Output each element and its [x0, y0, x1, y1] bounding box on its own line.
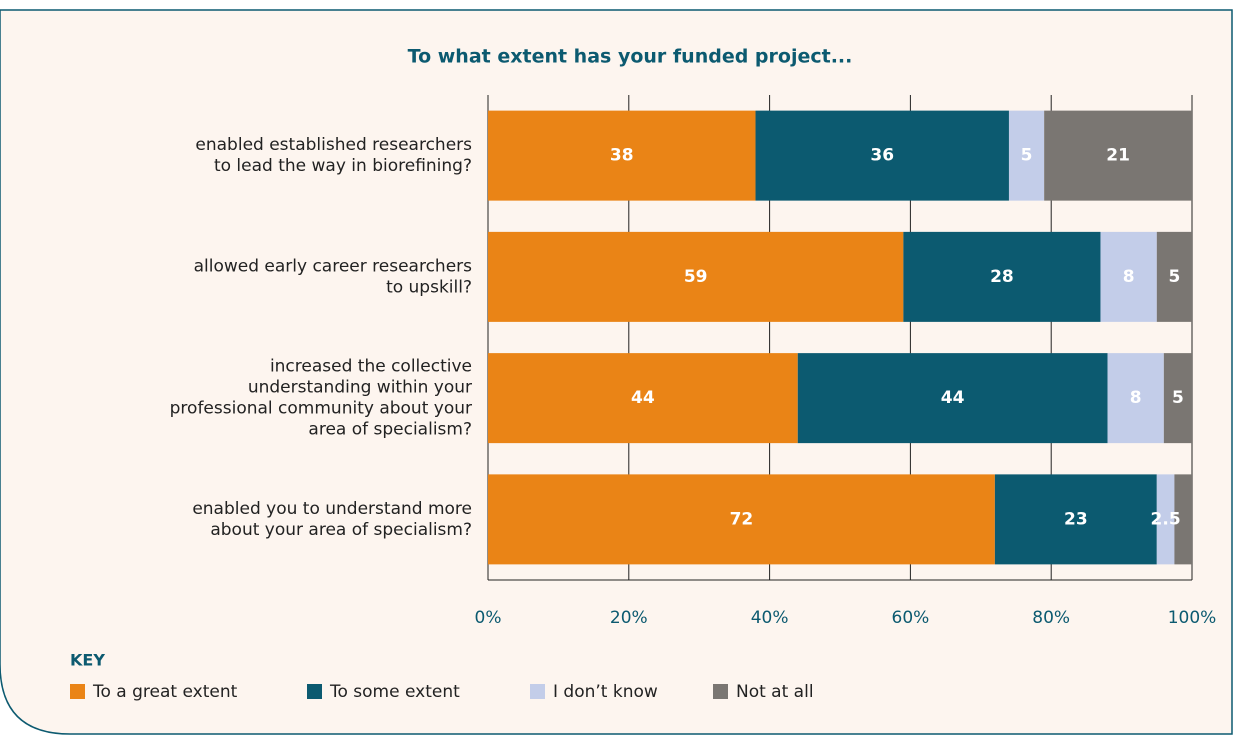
bar-segment	[488, 474, 995, 565]
value-label: 28	[990, 267, 1014, 287]
legend-swatch	[713, 684, 728, 699]
category-label: enabled you to understand more	[192, 499, 472, 519]
bar-segment	[1174, 474, 1192, 565]
bar-segment	[488, 353, 798, 444]
legend-swatch	[530, 684, 545, 699]
bar-segment	[1008, 110, 1045, 201]
category-label: allowed early career researchers	[194, 256, 473, 276]
legend-label: Not at all	[736, 682, 814, 702]
bar-segment	[1163, 353, 1192, 444]
value-label: 23	[1064, 509, 1088, 529]
value-label: 8	[1123, 267, 1135, 287]
bar-segment	[1044, 110, 1192, 201]
bar-segment	[903, 231, 1101, 322]
category-label: to lead the way in biorefining?	[214, 156, 472, 176]
chart-title: To what extent has your funded project..…	[408, 46, 853, 68]
legend-label: To some extent	[329, 682, 460, 702]
bar-segment	[1156, 231, 1192, 322]
bars	[488, 110, 1192, 565]
labels: 0% 20% 40% 60% 80% 100% enabled established re…	[170, 135, 1217, 628]
bar-segment	[1107, 353, 1164, 444]
bar-segment	[755, 110, 1009, 201]
x-tick-label: 60%	[892, 608, 930, 628]
value-label: 38	[610, 146, 634, 166]
value-label: 44	[941, 388, 965, 408]
bar-segment	[1100, 231, 1157, 322]
category-label: understanding within your	[248, 378, 472, 398]
value-label: 5	[1168, 267, 1180, 287]
x-tick-label: 20%	[610, 608, 648, 628]
x-tick-label: 40%	[751, 608, 789, 628]
legend-label: To a great extent	[92, 682, 238, 702]
value-label: 5	[1172, 388, 1184, 408]
category-label: enabled established researchers	[195, 135, 472, 155]
value-label: 5	[1021, 146, 1033, 166]
bar-segment	[797, 353, 1108, 444]
category-label: increased the collective	[270, 357, 472, 377]
legend-label: I don’t know	[553, 682, 658, 702]
category-label: to upskill?	[386, 277, 472, 297]
value-label: 59	[684, 267, 708, 287]
category-label: about your area of specialism?	[210, 520, 472, 540]
value-label: 44	[631, 388, 655, 408]
category-label: professional community about your	[170, 399, 472, 419]
x-tick-label: 0%	[475, 608, 502, 628]
bar-segment	[488, 110, 756, 201]
bar-segment	[1156, 474, 1175, 565]
value-label: 72	[730, 509, 754, 529]
value-label: 36	[870, 146, 894, 166]
value-label: 2.5	[1151, 509, 1181, 529]
category-label: area of specialism?	[308, 420, 472, 440]
bar-segment	[488, 231, 904, 322]
legend-title: KEY	[70, 651, 105, 670]
value-label: 8	[1130, 388, 1142, 408]
value-label: 21	[1106, 146, 1130, 166]
legend-swatch	[307, 684, 322, 699]
x-tick-label: 100%	[1168, 608, 1217, 628]
x-tick-label: 80%	[1032, 608, 1070, 628]
legend-swatch	[70, 684, 85, 699]
bar-segment	[994, 474, 1157, 565]
